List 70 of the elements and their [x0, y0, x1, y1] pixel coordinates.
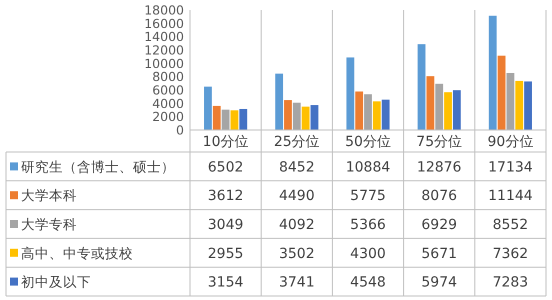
- bar: [230, 110, 238, 130]
- data-label: 17134: [488, 159, 533, 176]
- legend-label: 初中及以下: [21, 274, 91, 291]
- bar: [435, 84, 444, 130]
- legend-label: 大学专科: [21, 217, 77, 233]
- bar: [302, 106, 310, 130]
- bar: [418, 44, 426, 130]
- y-tick-label: 6000: [152, 82, 184, 98]
- bar: [372, 101, 381, 130]
- data-label: 4490: [278, 188, 315, 204]
- bar: [212, 106, 221, 130]
- data-label: 4300: [350, 246, 386, 262]
- x-tick-label: 50分位: [345, 134, 391, 150]
- bar: [515, 80, 524, 130]
- bar: [426, 76, 434, 130]
- bar: [204, 86, 212, 130]
- bar: [488, 16, 497, 130]
- data-label: 7362: [492, 246, 528, 262]
- data-label: 6502: [208, 159, 244, 176]
- data-label: 8552: [492, 217, 528, 233]
- data-label: 3502: [278, 246, 315, 262]
- legend-label: 研究生（含博士、硕士）: [21, 159, 175, 176]
- bar: [275, 74, 284, 130]
- data-label: 4548: [350, 274, 386, 291]
- x-tick-label: 75分位: [416, 134, 462, 150]
- y-tick-label: 10000: [144, 56, 184, 71]
- bar: [222, 110, 230, 130]
- bar: [524, 81, 532, 130]
- x-tick-label: 10分位: [202, 134, 249, 150]
- bar: [364, 94, 372, 130]
- data-label: 6929: [421, 217, 458, 233]
- data-label: 5671: [421, 246, 458, 262]
- data-label: 7283: [492, 274, 528, 291]
- y-tick-label: 4000: [152, 96, 184, 111]
- data-label: 3049: [208, 217, 244, 233]
- bar: [346, 57, 354, 130]
- y-tick-label: 2000: [152, 109, 184, 124]
- y-tick-label: 16000: [144, 16, 184, 31]
- data-label: 4092: [278, 217, 315, 233]
- data-label: 3741: [278, 274, 315, 291]
- data-label: 12876: [416, 159, 462, 176]
- data-label: 5775: [350, 188, 386, 204]
- data-label: 3154: [208, 274, 244, 291]
- data-label: 11144: [488, 188, 533, 204]
- y-tick-label: 12000: [144, 42, 184, 58]
- y-tick-label: 8000: [152, 69, 184, 84]
- bar: [284, 100, 292, 130]
- y-tick-label: 14000: [144, 29, 184, 44]
- bar: [452, 90, 461, 130]
- data-label: 8076: [421, 188, 458, 204]
- bar: [444, 92, 452, 130]
- bar: [310, 105, 318, 130]
- bar: [506, 72, 514, 130]
- data-label: 2955: [208, 246, 244, 262]
- bar: [355, 92, 364, 130]
- y-tick-label: 0: [176, 122, 184, 138]
- y-tick-label: 18000: [144, 2, 184, 18]
- data-label: 3612: [208, 188, 244, 204]
- bar: [382, 100, 390, 130]
- x-tick-label: 25分位: [274, 134, 320, 150]
- data-label: 5366: [350, 217, 386, 233]
- bar: [498, 56, 506, 130]
- bar: [239, 108, 248, 130]
- legend-label: 高中、中专或技校: [21, 246, 133, 262]
- data-label: 10884: [346, 159, 390, 176]
- data-label: 5974: [421, 274, 458, 291]
- legend-label: 大学本科: [21, 188, 77, 204]
- x-tick-label: 90分位: [487, 134, 534, 150]
- data-label: 8452: [278, 159, 315, 176]
- bar: [292, 102, 301, 130]
